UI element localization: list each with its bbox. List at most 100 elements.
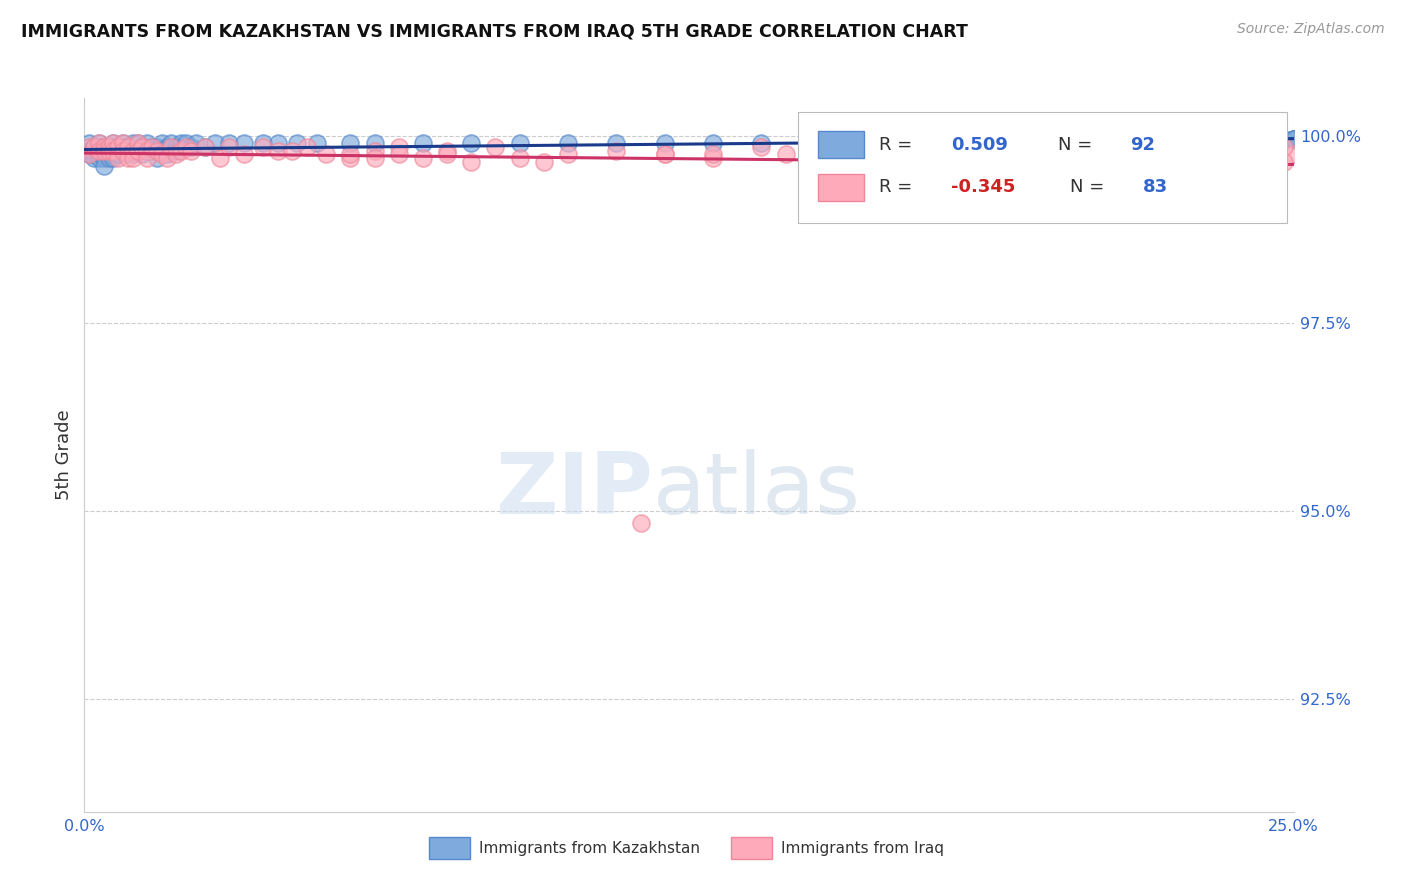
Point bbox=[127, 136, 149, 151]
Point bbox=[460, 136, 482, 151]
Point bbox=[112, 136, 135, 151]
Text: atlas: atlas bbox=[652, 449, 860, 533]
Point bbox=[83, 140, 105, 154]
Point bbox=[605, 136, 627, 151]
Point bbox=[77, 144, 100, 158]
Point bbox=[170, 136, 193, 151]
Point bbox=[117, 140, 139, 154]
Point bbox=[97, 144, 120, 158]
Point bbox=[97, 140, 120, 154]
Point bbox=[281, 144, 304, 158]
Point bbox=[388, 140, 411, 154]
Point bbox=[131, 140, 153, 154]
Point bbox=[141, 140, 163, 154]
Point bbox=[93, 140, 115, 154]
Point bbox=[1234, 132, 1257, 146]
Point bbox=[1272, 155, 1295, 169]
Point bbox=[993, 147, 1015, 161]
Point bbox=[218, 140, 240, 154]
Point bbox=[1114, 132, 1136, 146]
Point bbox=[1185, 147, 1208, 161]
Point bbox=[1282, 132, 1305, 146]
Point bbox=[97, 140, 120, 154]
Point bbox=[155, 151, 177, 165]
Point bbox=[136, 151, 159, 165]
Point bbox=[180, 140, 202, 154]
Point bbox=[103, 136, 125, 151]
Point bbox=[174, 140, 197, 154]
Point bbox=[295, 140, 318, 154]
Point bbox=[1258, 147, 1281, 161]
Point bbox=[233, 147, 256, 161]
Point bbox=[121, 151, 143, 165]
Point bbox=[83, 147, 105, 161]
Point bbox=[1088, 147, 1111, 161]
Point bbox=[165, 140, 187, 154]
Bar bbox=[429, 838, 470, 859]
Point bbox=[107, 140, 129, 154]
Point bbox=[103, 136, 125, 151]
Point bbox=[436, 144, 458, 158]
Point bbox=[388, 147, 411, 161]
Point bbox=[509, 151, 531, 165]
Point bbox=[1282, 132, 1305, 146]
Point bbox=[1185, 147, 1208, 161]
Point bbox=[799, 136, 821, 151]
Point bbox=[121, 136, 143, 151]
Text: Immigrants from Iraq: Immigrants from Iraq bbox=[780, 840, 943, 855]
Point bbox=[315, 147, 337, 161]
Point bbox=[654, 147, 676, 161]
Point bbox=[252, 140, 274, 154]
Point bbox=[267, 136, 290, 151]
Point bbox=[896, 147, 918, 161]
Point bbox=[751, 140, 773, 154]
Point bbox=[146, 144, 169, 158]
Point bbox=[363, 144, 385, 158]
Point bbox=[107, 140, 129, 154]
Point bbox=[103, 140, 125, 154]
Point bbox=[155, 147, 177, 161]
Point bbox=[121, 147, 143, 161]
Point bbox=[1137, 132, 1160, 146]
Point bbox=[77, 136, 100, 151]
Point bbox=[1272, 132, 1295, 146]
Text: 0.509: 0.509 bbox=[952, 136, 1008, 153]
Point bbox=[557, 147, 579, 161]
Point bbox=[509, 136, 531, 151]
Point bbox=[846, 140, 869, 154]
Point bbox=[93, 159, 115, 173]
Point bbox=[87, 140, 110, 154]
Point bbox=[339, 147, 361, 161]
Point bbox=[107, 144, 129, 158]
Point bbox=[83, 151, 105, 165]
Text: Immigrants from Kazakhstan: Immigrants from Kazakhstan bbox=[478, 840, 700, 855]
Point bbox=[1282, 132, 1305, 146]
Point bbox=[155, 140, 177, 154]
Point bbox=[146, 140, 169, 154]
Point bbox=[87, 136, 110, 151]
Text: -0.345: -0.345 bbox=[952, 178, 1015, 196]
Point bbox=[112, 144, 135, 158]
Text: R =: R = bbox=[879, 136, 918, 153]
Point bbox=[233, 136, 256, 151]
Point bbox=[93, 140, 115, 154]
Point bbox=[1282, 147, 1305, 161]
Point bbox=[117, 144, 139, 158]
Point bbox=[1137, 144, 1160, 158]
Point bbox=[93, 144, 115, 158]
Point bbox=[184, 136, 207, 151]
Text: IMMIGRANTS FROM KAZAKHSTAN VS IMMIGRANTS FROM IRAQ 5TH GRADE CORRELATION CHART: IMMIGRANTS FROM KAZAKHSTAN VS IMMIGRANTS… bbox=[21, 22, 967, 40]
FancyBboxPatch shape bbox=[797, 112, 1288, 223]
Point bbox=[993, 136, 1015, 151]
Point bbox=[136, 136, 159, 151]
Point bbox=[1282, 132, 1305, 146]
Point bbox=[702, 136, 724, 151]
Point bbox=[1282, 132, 1305, 146]
Point bbox=[117, 140, 139, 154]
Point bbox=[1088, 147, 1111, 161]
Point bbox=[150, 144, 173, 158]
Point bbox=[339, 151, 361, 165]
Point bbox=[896, 136, 918, 151]
Point bbox=[533, 155, 555, 169]
Point bbox=[252, 136, 274, 151]
